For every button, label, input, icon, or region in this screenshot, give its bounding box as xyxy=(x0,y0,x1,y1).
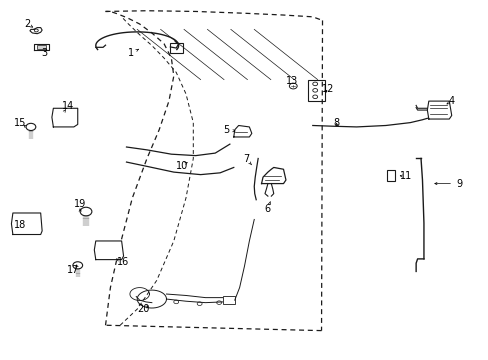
Text: 7: 7 xyxy=(243,154,249,164)
Polygon shape xyxy=(261,167,285,184)
Polygon shape xyxy=(11,213,42,234)
Text: 15: 15 xyxy=(14,118,26,128)
Text: 10: 10 xyxy=(176,161,188,171)
Text: 5: 5 xyxy=(223,125,228,135)
Bar xyxy=(386,170,394,181)
Circle shape xyxy=(80,207,92,216)
Text: 20: 20 xyxy=(137,304,149,314)
Text: 17: 17 xyxy=(66,265,79,275)
Text: 1: 1 xyxy=(128,48,134,58)
Bar xyxy=(222,296,234,304)
Polygon shape xyxy=(30,28,42,34)
Circle shape xyxy=(289,83,297,89)
Text: 8: 8 xyxy=(332,118,339,128)
Circle shape xyxy=(73,262,82,269)
Text: 13: 13 xyxy=(285,76,298,86)
Text: 16: 16 xyxy=(117,257,129,267)
Bar xyxy=(307,80,325,101)
Circle shape xyxy=(26,123,36,131)
Text: 14: 14 xyxy=(62,101,74,111)
Text: 3: 3 xyxy=(41,48,47,58)
Text: 6: 6 xyxy=(264,204,270,214)
Bar xyxy=(37,45,46,49)
Text: 18: 18 xyxy=(14,220,26,230)
FancyBboxPatch shape xyxy=(170,42,182,53)
Text: 4: 4 xyxy=(448,96,454,106)
Polygon shape xyxy=(52,108,78,127)
Polygon shape xyxy=(34,44,49,50)
Text: 19: 19 xyxy=(73,199,85,210)
Text: 11: 11 xyxy=(400,171,412,181)
Polygon shape xyxy=(94,241,123,260)
Text: 9: 9 xyxy=(455,179,461,189)
Text: 12: 12 xyxy=(322,84,334,94)
Text: 2: 2 xyxy=(24,19,31,29)
